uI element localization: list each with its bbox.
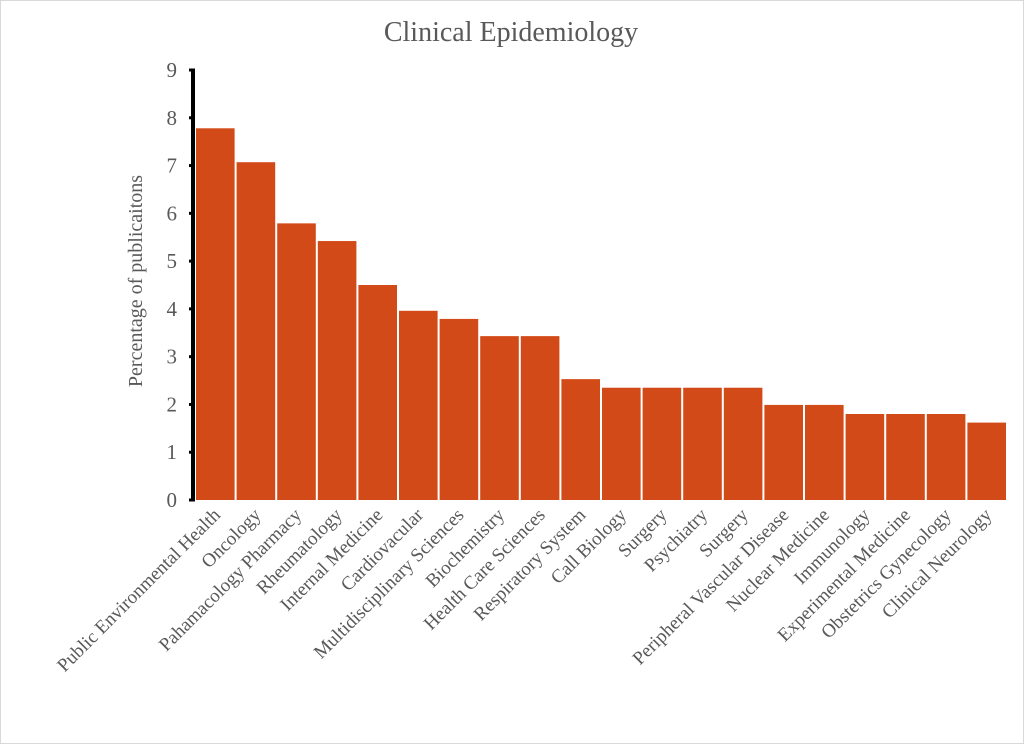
y-tick-label: 8 [167,106,178,130]
bar [561,379,600,500]
bar [520,336,560,500]
bar [926,414,966,500]
bar [683,387,722,500]
y-tick-label: 9 [167,58,178,82]
y-tick-label: 3 [167,345,178,369]
bar [236,162,276,500]
y-tick-label: 4 [167,297,178,321]
y-tick-label: 2 [167,392,178,416]
bar [642,387,682,500]
bar [967,422,1006,500]
y-tick-label: 0 [167,488,178,512]
bar [439,318,479,500]
chart-title: Clinical Epidemiology [384,17,638,48]
bar [196,128,235,500]
bar [358,285,397,500]
bar [805,404,844,500]
bar [317,241,357,501]
y-tick-label: 6 [167,201,178,225]
bar [723,387,763,500]
y-tick-label: 1 [167,440,178,464]
y-tick-label: 7 [167,154,178,178]
x-tick-label: Public Environmental Health [53,504,225,676]
bar [480,336,519,500]
bar [277,223,316,500]
bar [764,404,803,500]
y-tick-label: 5 [167,249,178,273]
bar [399,310,438,500]
bar [886,414,925,500]
y-axis-label: Percentage of publicaitons [125,175,147,387]
bar [845,414,885,500]
bar [602,387,641,500]
